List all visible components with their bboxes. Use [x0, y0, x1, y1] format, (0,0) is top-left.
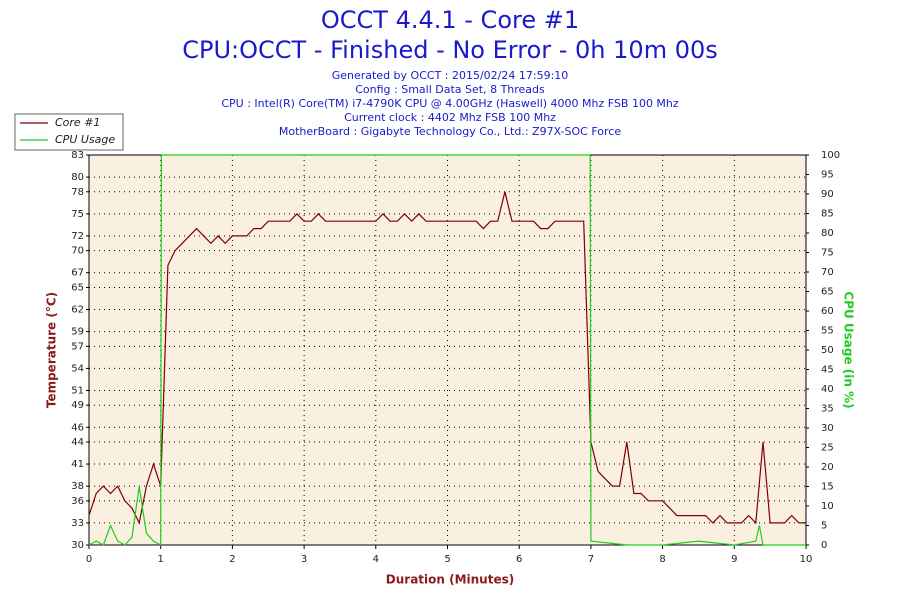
y2-tick-label: 70	[821, 267, 834, 278]
legend	[14, 113, 124, 151]
x-tick-label: 9	[731, 554, 737, 565]
x-tick-label: 5	[444, 554, 450, 565]
y2-tick-label: 25	[821, 443, 834, 454]
y-tick-label: 36	[71, 496, 84, 507]
y2-tick-label: 60	[821, 306, 834, 317]
x-tick-label: 6	[516, 554, 522, 565]
y2-axis-label: CPU Usage (in %)	[842, 291, 856, 408]
y-tick-label: 33	[71, 518, 84, 529]
y2-tick-label: 85	[821, 209, 834, 220]
y2-tick-label: 95	[821, 170, 834, 181]
y2-tick-label: 80	[821, 228, 834, 239]
chart-subtitle: CPU:OCCT - Finished - No Error - 0h 10m …	[182, 36, 718, 64]
y2-tick-label: 35	[821, 404, 834, 415]
y-tick-label: 75	[71, 209, 84, 220]
y2-tick-label: 75	[821, 248, 834, 259]
info-line: MotherBoard : Gigabyte Technology Co., L…	[279, 125, 621, 138]
y-tick-label: 46	[71, 422, 84, 433]
y2-tick-label: 30	[821, 423, 834, 434]
x-axis-label: Duration (Minutes)	[386, 573, 514, 587]
y-tick-label: 72	[71, 231, 84, 242]
x-tick-label: 8	[659, 554, 665, 565]
info-line: CPU : Intel(R) Core(TM) i7-4790K CPU @ 4…	[221, 97, 679, 110]
series-line	[88, 154, 806, 547]
y-tick-label: 38	[71, 481, 84, 492]
legend-label: CPU Usage	[55, 133, 115, 146]
x-tick-label: 7	[588, 554, 594, 565]
y2-tick-label: 65	[821, 287, 834, 298]
y-tick-label: 70	[71, 246, 84, 257]
y2-tick-label: 5	[821, 521, 827, 532]
y-tick-label: 30	[71, 540, 84, 551]
y2-tick-label: 40	[821, 384, 834, 395]
info-line: Current clock : 4402 Mhz FSB 100 Mhz	[344, 111, 556, 124]
y-tick-label: 44	[71, 437, 84, 448]
y2-tick-label: 10	[821, 501, 834, 512]
y2-tick-label: 45	[821, 365, 834, 376]
y-tick-label: 65	[71, 282, 84, 293]
x-tick-label: 10	[800, 554, 813, 565]
y2-tick-label: 15	[821, 482, 834, 493]
series-line	[88, 191, 806, 525]
x-tick-label: 0	[86, 554, 92, 565]
y2-tick-label: 0	[821, 540, 827, 551]
legend-label: Core #1	[55, 116, 100, 129]
info-line: Config : Small Data Set, 8 Threads	[355, 83, 545, 96]
y-tick-label: 80	[71, 172, 84, 183]
y-tick-label: 78	[71, 187, 84, 198]
y-tick-label: 49	[71, 400, 84, 411]
y-tick-label: 57	[71, 341, 84, 352]
x-tick-label: 3	[301, 554, 307, 565]
y-axis-label: Temperature (°C)	[45, 292, 59, 408]
y-tick-label: 62	[71, 305, 84, 316]
x-tick-label: 1	[158, 554, 164, 565]
y-tick-label: 51	[71, 385, 84, 396]
x-tick-label: 2	[229, 554, 235, 565]
y2-tick-label: 90	[821, 189, 834, 200]
y-tick-label: 41	[71, 459, 84, 470]
y2-tick-label: 55	[821, 326, 834, 337]
chart-title: OCCT 4.4.1 - Core #1	[321, 6, 579, 34]
x-tick-label: 4	[373, 554, 379, 565]
y-tick-label: 59	[71, 327, 84, 338]
y-tick-label: 83	[71, 150, 84, 161]
y2-tick-label: 20	[821, 462, 834, 473]
y-tick-label: 67	[71, 268, 84, 279]
y2-tick-label: 100	[821, 150, 840, 161]
y2-tick-label: 50	[821, 345, 834, 356]
info-line: Generated by OCCT : 2015/02/24 17:59:10	[332, 69, 569, 82]
y-tick-label: 54	[71, 363, 84, 374]
